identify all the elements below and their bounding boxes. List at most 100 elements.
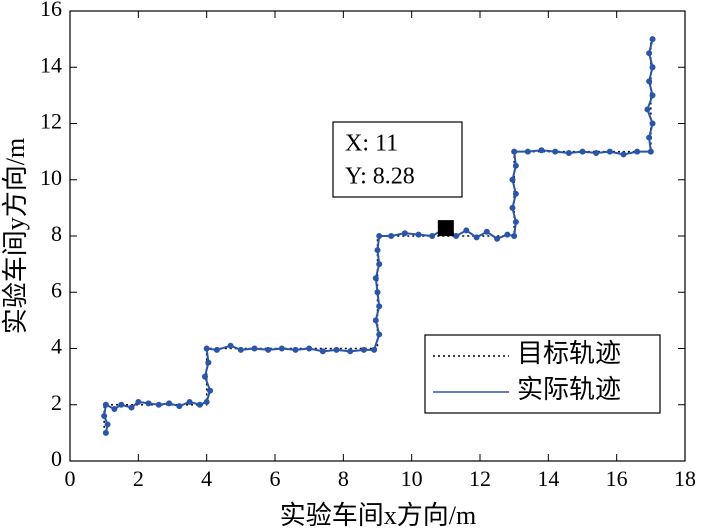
x-tick-label: 10 — [401, 466, 423, 491]
data-point — [201, 373, 208, 380]
data-point — [372, 317, 379, 324]
data-point — [634, 148, 641, 155]
data-point — [166, 400, 173, 407]
data-point — [524, 148, 531, 155]
data-point — [646, 50, 653, 57]
data-point — [135, 398, 142, 405]
data-point — [186, 398, 193, 405]
x-tick-label: 2 — [133, 466, 144, 491]
data-point — [102, 401, 109, 408]
y-tick-label: 16 — [40, 0, 62, 21]
data-point — [649, 120, 656, 127]
x-tick-label: 6 — [270, 466, 281, 491]
data-point — [306, 345, 313, 352]
data-point — [278, 345, 285, 352]
datatip-text: X: 11 — [345, 131, 398, 157]
data-point — [483, 228, 490, 235]
x-tick-label: 0 — [65, 466, 76, 491]
data-point — [649, 92, 656, 99]
y-tick-label: 2 — [51, 390, 62, 415]
data-point — [227, 342, 234, 349]
legend-label: 实际轨迹 — [517, 375, 621, 404]
data-point — [265, 346, 272, 353]
data-point — [347, 348, 354, 355]
data-point — [371, 346, 378, 353]
data-point — [593, 150, 600, 157]
y-tick-label: 0 — [51, 446, 62, 471]
x-tick-label: 18 — [674, 466, 696, 491]
data-point — [647, 148, 654, 155]
data-point — [376, 303, 383, 310]
y-tick-label: 6 — [51, 277, 62, 302]
data-point — [196, 401, 203, 408]
data-point — [251, 345, 258, 352]
x-axis-label: 实验车间x方向/m — [280, 501, 476, 530]
data-point — [205, 359, 212, 366]
datatip-text: Y: 8.28 — [345, 164, 415, 190]
data-point — [504, 231, 511, 238]
data-point — [203, 345, 210, 352]
data-point — [374, 289, 381, 296]
data-point — [511, 148, 518, 155]
data-point — [512, 190, 519, 197]
data-point — [145, 400, 152, 407]
data-point — [512, 218, 519, 225]
data-point — [646, 78, 653, 85]
data-point — [376, 261, 383, 268]
datatip-marker — [437, 220, 454, 237]
data-point — [644, 106, 651, 113]
data-point — [203, 398, 210, 405]
data-point — [649, 36, 656, 43]
legend-box — [424, 334, 661, 414]
legend-label: 目标轨迹 — [517, 339, 621, 368]
data-point — [494, 235, 501, 242]
data-point — [429, 233, 436, 239]
data-point — [207, 387, 214, 394]
data-point — [473, 234, 480, 241]
y-tick-label: 8 — [51, 221, 62, 246]
y-tick-label: 12 — [40, 109, 62, 134]
data-point — [319, 348, 326, 355]
data-point — [509, 204, 516, 211]
data-point — [415, 231, 422, 238]
data-point — [176, 403, 183, 410]
data-point — [102, 429, 109, 436]
data-point — [292, 346, 299, 353]
data-point — [552, 148, 559, 155]
data-point — [333, 346, 340, 353]
x-tick-label: 14 — [537, 466, 559, 491]
data-point — [237, 346, 244, 353]
data-point — [360, 346, 367, 353]
x-tick-label: 12 — [469, 466, 491, 491]
data-point — [111, 405, 118, 412]
data-point — [101, 413, 108, 419]
data-point — [376, 233, 383, 239]
data-point — [649, 64, 656, 71]
series-line — [103, 38, 654, 434]
data-point — [538, 147, 545, 154]
data-point — [646, 134, 653, 141]
x-tick-label: 8 — [338, 466, 349, 491]
y-tick-label: 14 — [40, 52, 62, 77]
data-point — [579, 148, 586, 155]
data-point — [620, 151, 627, 158]
data-point — [213, 346, 220, 353]
y-tick-label: 10 — [40, 165, 62, 190]
data-point — [374, 247, 381, 254]
data-point — [463, 227, 470, 234]
data-point — [512, 162, 519, 169]
data-point — [128, 404, 135, 411]
data-point — [606, 148, 613, 155]
y-axis-label: 实验车间y方向/m — [1, 138, 30, 334]
x-tick-label: 4 — [201, 466, 212, 491]
data-point — [104, 421, 111, 428]
data-point — [376, 331, 383, 338]
data-point — [509, 176, 516, 183]
y-tick-label: 4 — [51, 334, 62, 359]
data-point — [511, 233, 518, 239]
x-tick-label: 16 — [606, 466, 628, 491]
datatip-box — [332, 121, 463, 198]
data-point — [118, 401, 125, 408]
data-point — [401, 230, 408, 237]
